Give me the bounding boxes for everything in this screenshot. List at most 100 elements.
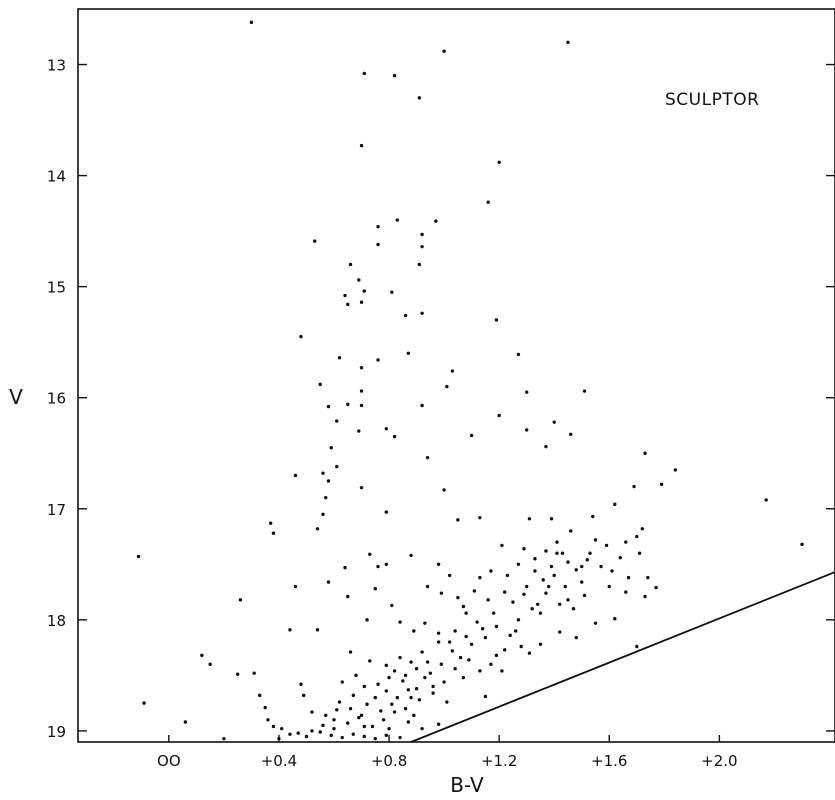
- data-point: [417, 262, 422, 267]
- data-point: [420, 311, 424, 316]
- data-point: [533, 569, 537, 573]
- data-point: [376, 564, 380, 569]
- chart-annotation: SCULPTOR: [665, 90, 759, 110]
- data-point: [425, 584, 430, 589]
- data-point: [613, 502, 617, 507]
- data-point: [800, 542, 804, 547]
- data-point: [544, 549, 548, 553]
- data-point: [348, 650, 353, 654]
- data-point: [624, 590, 628, 594]
- data-point: [412, 629, 416, 633]
- data-point: [365, 618, 369, 622]
- data-points: [136, 20, 804, 741]
- data-point: [434, 219, 438, 223]
- data-point: [384, 689, 389, 693]
- data-point: [635, 534, 639, 539]
- data-point: [346, 721, 350, 725]
- data-point: [447, 640, 452, 644]
- data-point: [395, 695, 400, 700]
- data-point: [464, 634, 468, 639]
- data-point: [337, 700, 342, 704]
- data-point: [489, 569, 493, 573]
- data-point: [313, 239, 317, 243]
- data-point: [588, 551, 592, 555]
- data-point: [502, 648, 507, 652]
- data-point: [558, 602, 562, 606]
- data-point: [478, 515, 482, 520]
- data-point: [304, 734, 309, 739]
- data-point: [585, 558, 589, 562]
- data-point: [527, 517, 532, 521]
- data-point: [340, 735, 344, 740]
- data-point: [288, 628, 292, 632]
- x-axis-ticks: OO +0.4 +0.8 +1.2 +1.6 +2.0: [157, 735, 738, 770]
- data-point: [439, 591, 444, 595]
- data-point: [654, 585, 658, 590]
- data-point: [500, 669, 504, 673]
- data-point: [310, 710, 314, 714]
- data-point: [464, 611, 468, 615]
- data-point: [266, 718, 270, 722]
- data-point: [467, 658, 471, 662]
- data-point: [569, 432, 573, 437]
- data-point: [544, 591, 548, 595]
- data-point: [423, 675, 427, 680]
- x-tick-label: +0.4: [261, 752, 297, 770]
- data-point: [547, 584, 551, 589]
- data-point: [607, 584, 611, 589]
- data-point: [497, 413, 501, 418]
- data-point: [324, 495, 328, 500]
- data-point: [431, 691, 435, 695]
- data-point: [368, 552, 372, 557]
- data-point: [643, 451, 647, 455]
- data-point: [401, 679, 405, 683]
- data-point: [392, 73, 397, 78]
- data-point: [268, 521, 273, 525]
- data-point: [637, 551, 642, 555]
- data-point: [359, 366, 364, 370]
- data-point: [348, 706, 353, 711]
- data-point: [571, 607, 576, 611]
- data-point: [646, 575, 650, 580]
- data-point: [296, 731, 300, 735]
- data-point: [558, 630, 562, 634]
- data-point: [293, 473, 298, 478]
- data-point: [450, 369, 455, 373]
- data-point: [332, 726, 336, 731]
- data-point: [414, 686, 419, 691]
- data-point: [406, 688, 411, 692]
- data-point: [522, 547, 526, 551]
- data-point: [359, 713, 364, 718]
- data-point: [475, 620, 479, 624]
- data-point: [406, 351, 411, 355]
- data-point: [673, 468, 678, 472]
- data-point: [420, 244, 424, 249]
- data-point: [381, 718, 386, 722]
- data-point: [527, 651, 532, 655]
- data-point: [478, 575, 482, 580]
- data-point: [591, 514, 595, 519]
- y-axis-ticks: 13 14 15 16 17 18 19: [47, 57, 835, 741]
- data-point: [538, 611, 543, 615]
- y-tick-label: 17: [47, 501, 66, 519]
- data-point: [343, 293, 347, 298]
- data-point: [257, 693, 262, 698]
- data-point: [555, 540, 559, 544]
- data-point: [293, 584, 298, 589]
- data-point: [395, 218, 400, 222]
- data-point: [436, 640, 441, 644]
- data-point: [390, 290, 394, 294]
- data-point: [299, 334, 303, 339]
- data-point: [461, 604, 466, 609]
- data-point: [337, 356, 342, 360]
- data-point: [346, 402, 350, 407]
- data-point: [299, 682, 303, 686]
- data-point: [447, 573, 452, 578]
- data-point: [425, 455, 430, 460]
- data-point: [414, 667, 419, 671]
- data-point: [362, 724, 366, 729]
- data-point: [398, 655, 402, 660]
- data-point: [436, 562, 441, 567]
- data-point: [635, 644, 639, 649]
- data-point: [315, 527, 320, 531]
